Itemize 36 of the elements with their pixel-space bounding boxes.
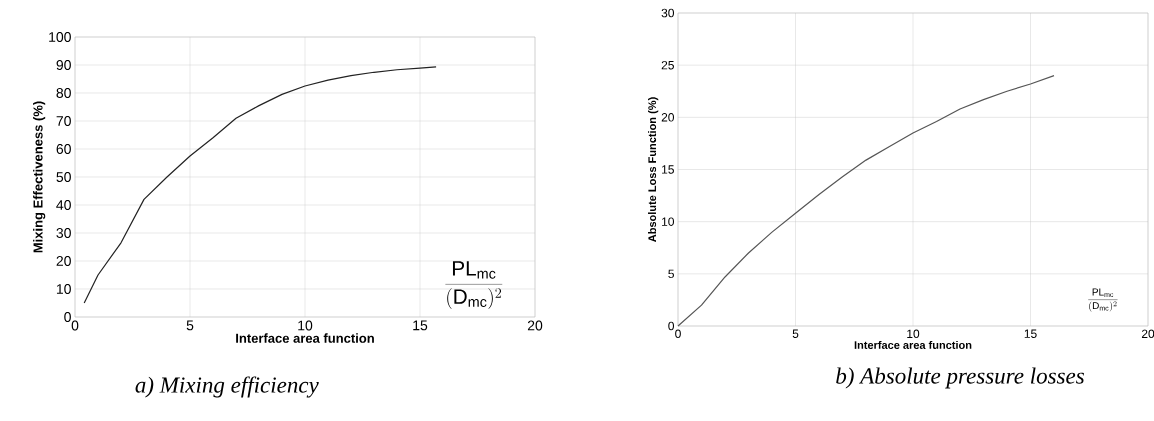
y-tick-label: 50 <box>56 172 71 182</box>
x-tick-label: 5 <box>792 329 799 338</box>
y-axis-title: Mixing Effectiveness (%) <box>33 101 46 253</box>
annotation: $\frac{\mathrm{PL_{mc}}}{(\mathrm{D_{mc}})^2}$ <box>445 261 503 309</box>
y-tick-label: 90 <box>56 60 71 70</box>
y-tick-label: 20 <box>56 256 71 266</box>
x-tick-label: 15 <box>413 320 428 331</box>
y-tick-label: 0 <box>64 312 71 322</box>
y-tick-label: 15 <box>662 165 674 174</box>
x-tick-label: 15 <box>1024 329 1037 338</box>
text: a) Mixing efficiency <box>135 376 319 398</box>
x-tick-label: 5 <box>186 320 194 331</box>
y-tick-label: 10 <box>56 284 71 294</box>
y-tick-label: 100 <box>49 32 71 42</box>
x-axis-title: Interface area function <box>236 333 374 343</box>
x-tick-label: 20 <box>1141 329 1154 339</box>
y-tick-label: 60 <box>56 144 71 154</box>
y-tick-label: 25 <box>661 60 674 70</box>
y-tick-label: 40 <box>56 200 71 210</box>
x-tick-label: 10 <box>298 320 313 331</box>
y-tick-label: 30 <box>661 8 675 18</box>
annotation: $\frac{\mathrm{PL_{mc}}}{(\mathrm{D_{mc}})^2}$ <box>1088 288 1118 312</box>
x-tick-label: 0 <box>71 320 79 331</box>
text: b) Absolute pressure losses <box>836 367 1084 389</box>
x-tick-label: 20 <box>527 320 543 331</box>
y-tick-label: 80 <box>56 88 71 98</box>
y-tick-label: 5 <box>668 269 674 279</box>
x-tick-label: 10 <box>907 329 920 339</box>
y-tick-label: 30 <box>56 228 71 238</box>
line-series <box>83 66 437 304</box>
line-series <box>677 75 1055 327</box>
x-axis-title: Interface area function <box>854 340 972 349</box>
y-tick-label: 10 <box>662 217 675 226</box>
y-tick-label: 70 <box>56 116 71 126</box>
y-axis-title: Absolute Loss Function (%) <box>648 97 659 242</box>
y-tick-label: 20 <box>661 113 675 122</box>
